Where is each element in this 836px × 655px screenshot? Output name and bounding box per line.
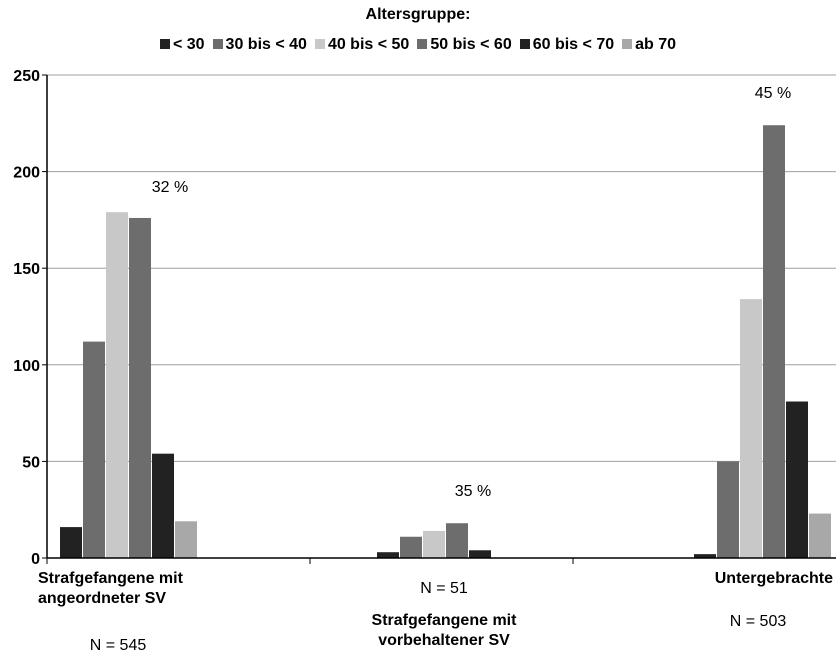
category-label: vorbehaltener SV xyxy=(378,632,510,649)
legend-swatch xyxy=(159,39,170,49)
legend-label: ab 70 xyxy=(635,36,677,53)
bar xyxy=(152,453,174,558)
bar xyxy=(786,401,808,558)
legend-item: < 30 xyxy=(159,36,205,54)
bar xyxy=(469,550,491,558)
percent-label: 32 % xyxy=(152,179,188,196)
bar xyxy=(446,523,468,558)
bar xyxy=(809,513,831,558)
y-tick-label: 150 xyxy=(13,261,40,278)
bar xyxy=(106,212,128,558)
bar xyxy=(83,341,105,558)
chart-legend: < 30 30 bis < 40 40 bis < 50 50 bis < 60 60 … xyxy=(0,36,836,54)
y-tick-label: 0 xyxy=(31,551,40,568)
category-label: Strafgefangene mit xyxy=(38,570,184,587)
category-label: angeordneter SV xyxy=(38,590,166,607)
legend-swatch xyxy=(417,39,428,49)
legend-swatch xyxy=(622,39,633,49)
legend-label: 50 bis < 60 xyxy=(430,36,512,53)
bar xyxy=(175,521,197,558)
legend-label: < 30 xyxy=(172,36,205,53)
y-tick-label: 200 xyxy=(13,165,40,182)
bar xyxy=(717,461,739,558)
bar xyxy=(129,217,151,558)
legend-label: 40 bis < 50 xyxy=(327,36,410,53)
bar xyxy=(740,299,762,558)
n-label: N = 51 xyxy=(420,580,468,597)
legend-swatch xyxy=(519,39,530,49)
y-tick-label: 50 xyxy=(22,454,40,471)
bar xyxy=(60,527,82,558)
legend-swatch xyxy=(212,39,223,49)
n-label: N = 503 xyxy=(730,613,787,630)
legend-title: Altersgruppe: xyxy=(365,6,471,23)
legend-item: ab 70 xyxy=(622,36,676,54)
percent-label: 35 % xyxy=(455,483,491,500)
legend-item: 60 bis < 70 xyxy=(519,36,615,54)
legend-item: 40 bis < 50 xyxy=(314,36,410,54)
legend-swatch xyxy=(314,39,325,49)
bar xyxy=(763,125,785,559)
n-label: N = 545 xyxy=(90,637,147,654)
category-label: Strafgefangene mit xyxy=(372,612,518,629)
bar xyxy=(400,536,422,558)
bar xyxy=(423,530,445,558)
percent-label: 45 % xyxy=(755,85,791,102)
bar xyxy=(694,554,716,558)
legend-item: 50 bis < 60 xyxy=(417,36,512,54)
legend-label: 60 bis < 70 xyxy=(532,36,615,53)
legend-label: 30 bis < 40 xyxy=(225,36,307,53)
y-tick-label: 100 xyxy=(13,358,40,375)
bar xyxy=(377,552,399,558)
category-label: Untergebrachte xyxy=(715,570,833,587)
y-tick-label: 250 xyxy=(13,68,40,85)
legend-item: 30 bis < 40 xyxy=(212,36,307,54)
